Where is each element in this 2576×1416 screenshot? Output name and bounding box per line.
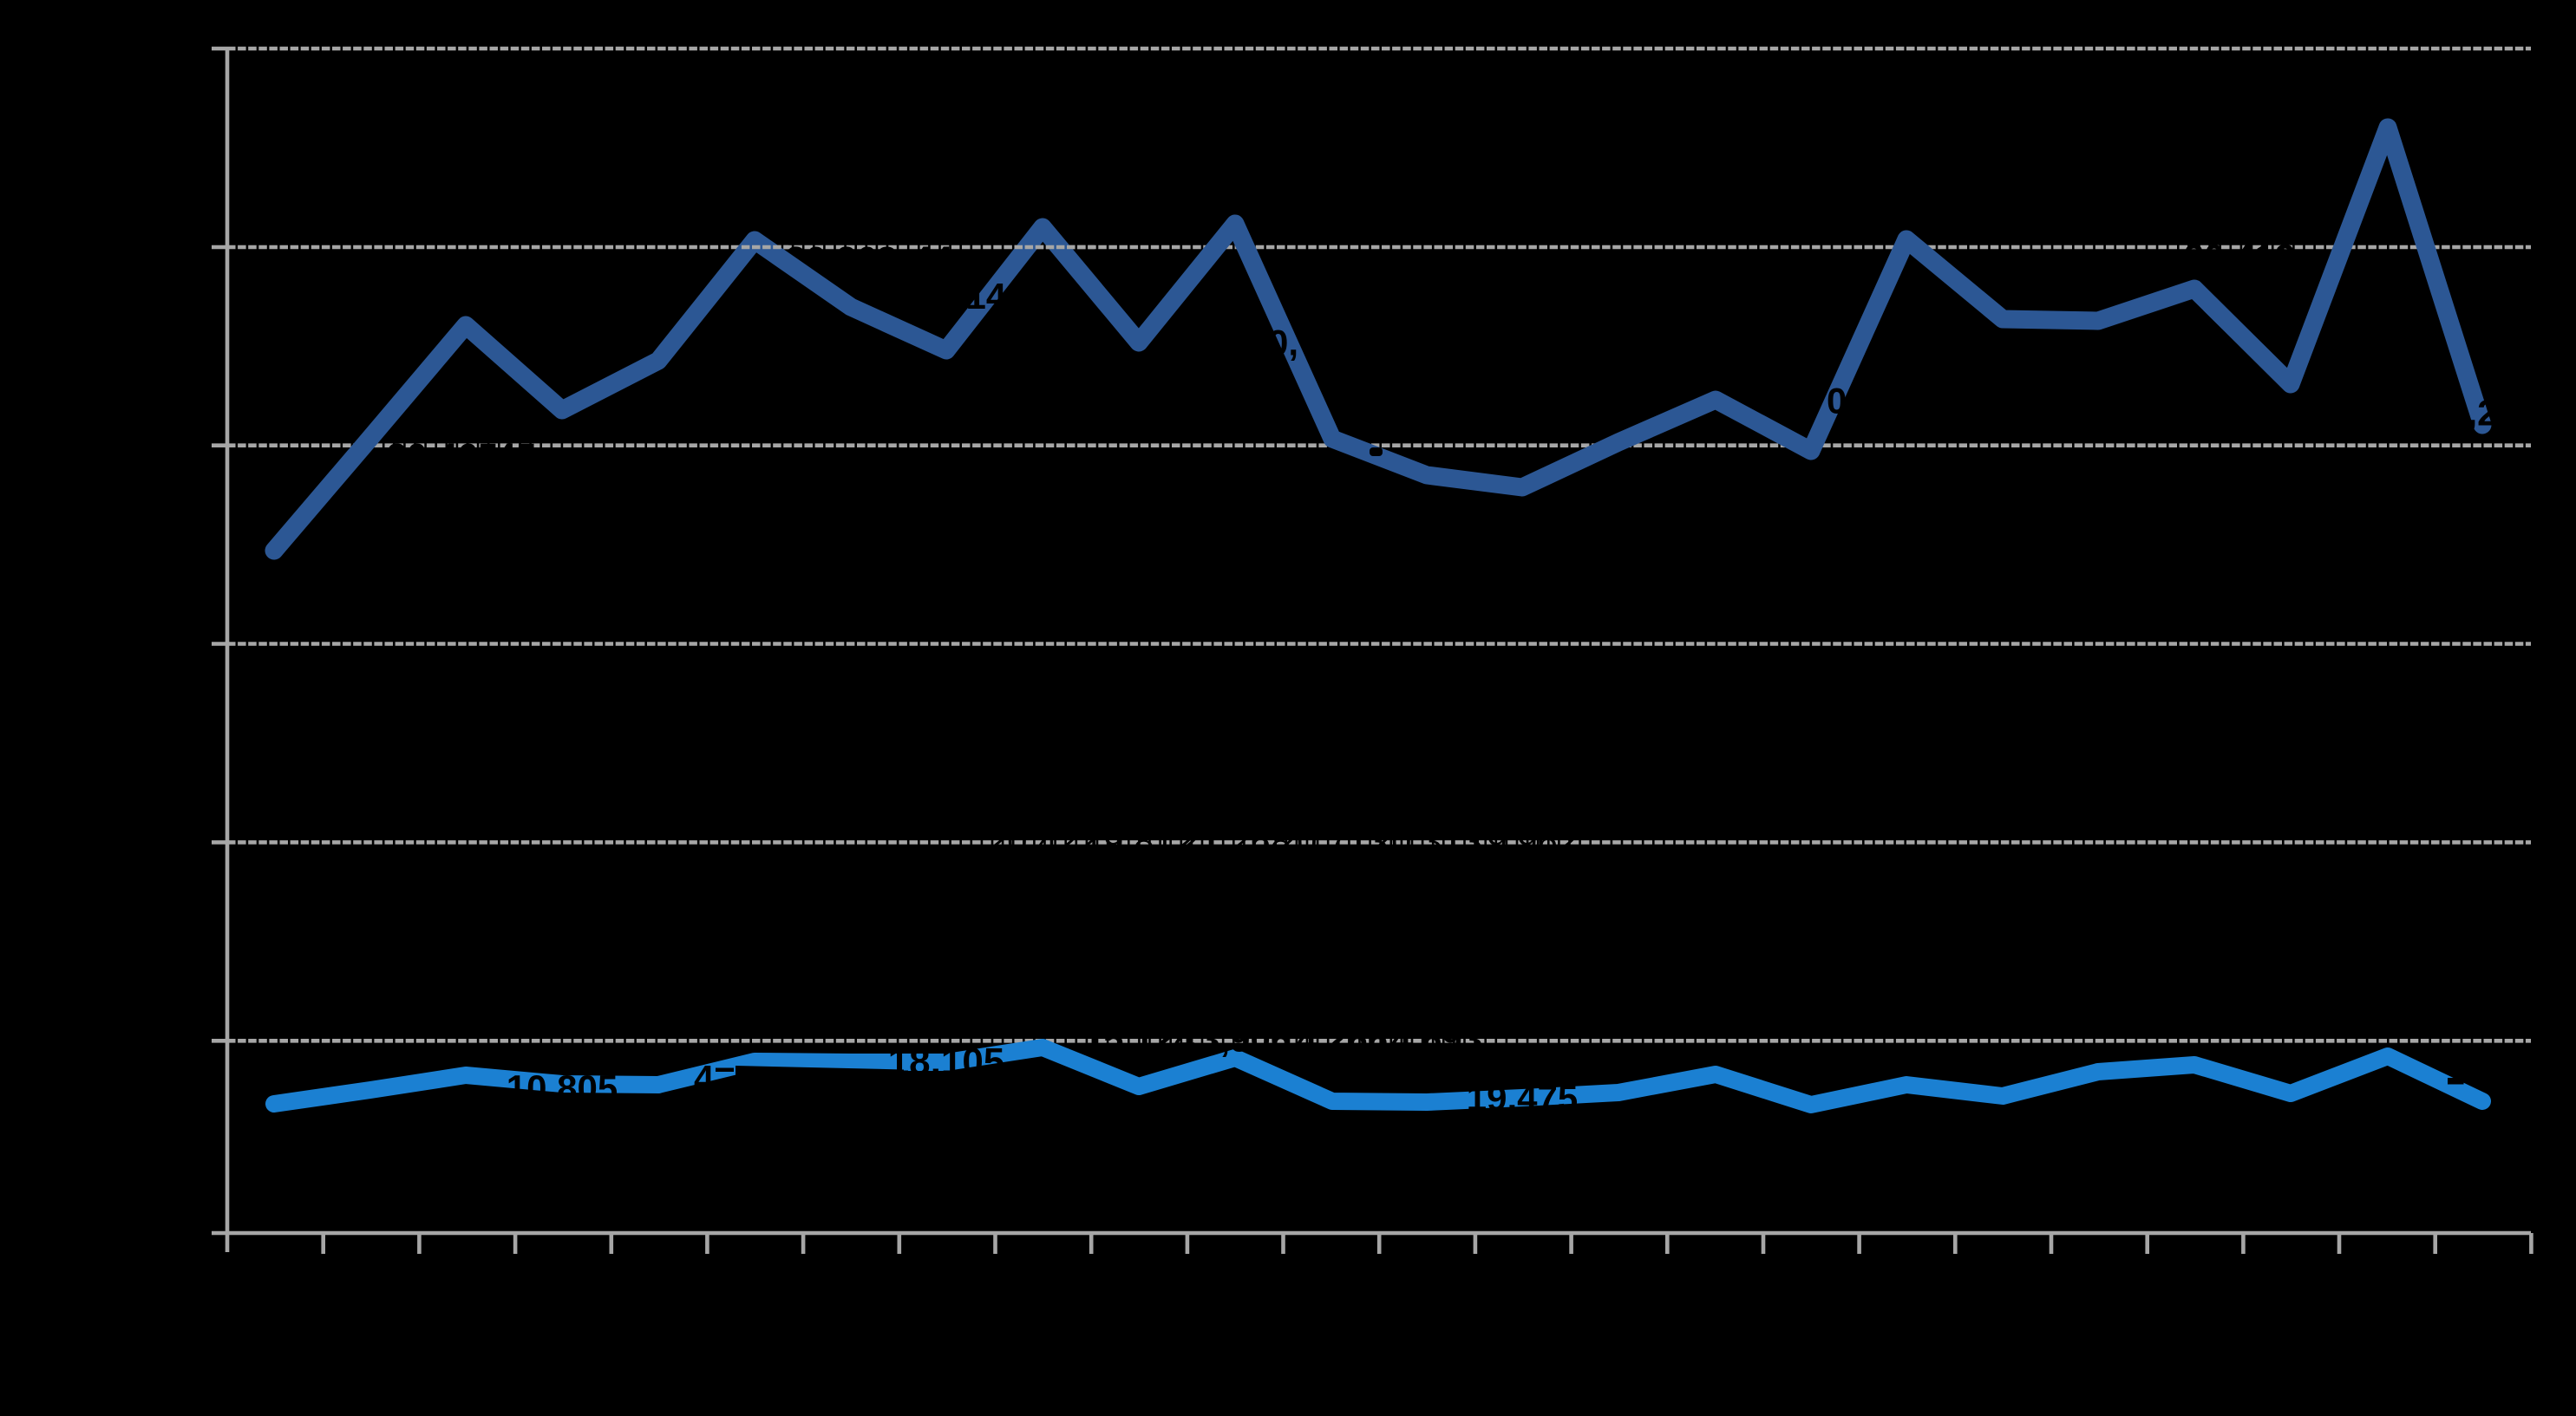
svg-text:20,465: 20,465 — [387, 436, 498, 477]
svg-text:20,422: 20,422 — [987, 821, 1098, 862]
svg-text:45: 45 — [496, 436, 537, 477]
svg-text:19,812: 19,812 — [1083, 821, 1194, 862]
svg-text:18,105: 18,105 — [888, 1041, 1005, 1083]
svg-text:15,124: 15,124 — [1083, 1019, 1195, 1060]
svg-text:19,475: 19,475 — [1467, 1078, 1578, 1119]
svg-text:21,268: 21,268 — [1180, 821, 1291, 862]
svg-text:44: 44 — [912, 239, 953, 280]
svg-text:20,713: 20,713 — [1277, 821, 1388, 862]
svg-text:14,693: 14,693 — [1371, 1019, 1482, 1060]
svg-text:19,962: 19,962 — [1467, 821, 1578, 862]
svg-text:14,266: 14,266 — [1277, 1019, 1388, 1060]
svg-text:20,313: 20,313 — [1371, 821, 1482, 862]
svg-text:4: 4 — [694, 1058, 715, 1099]
svg-text:13,906: 13,906 — [1180, 1019, 1291, 1060]
svg-text:12,248: 12,248 — [2427, 393, 2538, 434]
svg-text:10,805: 10,805 — [507, 1067, 618, 1108]
svg-text:20,413: 20,413 — [2184, 237, 2295, 277]
svg-text:19,414: 19,414 — [895, 276, 1007, 316]
svg-text:0: 0 — [1827, 381, 1847, 421]
svg-text:0,: 0, — [1268, 323, 1298, 363]
